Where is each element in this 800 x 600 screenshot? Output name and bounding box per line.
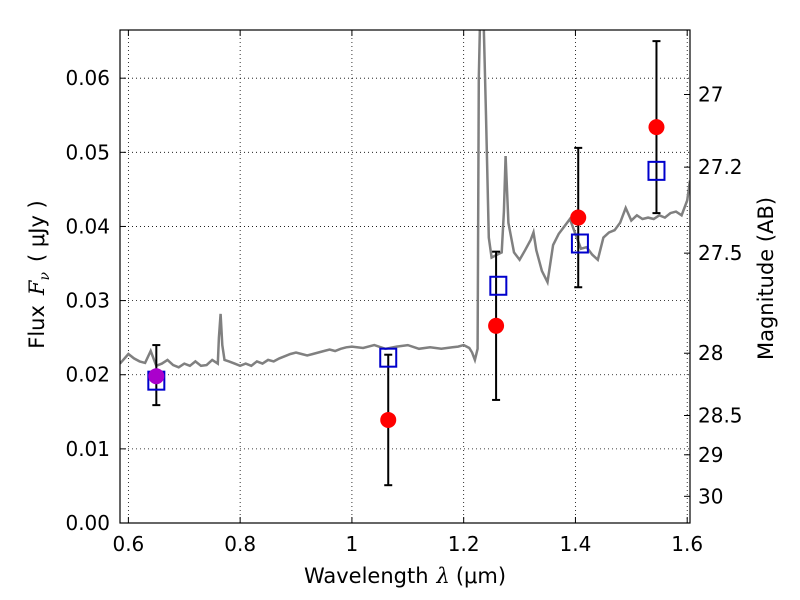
y2-tick-label: 27.5 — [698, 241, 743, 265]
x-axis-label: Wavelength λ (μm) — [304, 564, 506, 588]
y2-tick-label: 27.2 — [698, 155, 743, 179]
y-tick-label: 0.01 — [65, 437, 110, 461]
data-points-layer — [147, 40, 666, 487]
observed-point-circle — [148, 368, 165, 385]
observed-point-circle — [488, 317, 505, 334]
y-tick-label: 0.00 — [65, 511, 110, 535]
x-tick-label: 0.8 — [224, 532, 256, 556]
x-tick-label: 1.6 — [671, 532, 703, 556]
y-tick-label: 0.05 — [65, 140, 110, 164]
y-axis-label-subscript: ν — [37, 272, 53, 281]
observed-point-circle — [380, 411, 397, 428]
y-axis-label-unit: ( μJy ) — [25, 200, 49, 262]
plot-frame — [119, 29, 691, 524]
y2-tick-label: 29 — [698, 443, 723, 467]
y-tick-label: 0.03 — [65, 289, 110, 313]
model-point-square — [570, 233, 589, 254]
axis-ticks: 0.6 0.8 1 1.2 1.4 1.6 0.00 0.01 0.02 0.03 0.04 0.05… — [65, 30, 743, 556]
y-tick-label: 0.06 — [65, 66, 110, 90]
observed-point-circle — [570, 209, 587, 226]
y-axis-label-prefix: Flux — [25, 305, 49, 349]
y2-tick-label: 28.5 — [698, 404, 743, 428]
x-tick-label: 1.2 — [448, 532, 480, 556]
sed-layer — [120, 30, 690, 369]
grid-lines — [120, 30, 690, 523]
y-tick-label: 0.04 — [65, 214, 110, 238]
x-axis-label-prefix: Wavelength — [304, 564, 429, 588]
sed-model-line — [120, 30, 690, 369]
y-tick-label: 0.02 — [65, 363, 110, 387]
y2-tick-label: 28 — [698, 341, 723, 365]
y2-axis-label: Magnitude (AB) — [754, 197, 778, 360]
x-tick-label: 1 — [346, 532, 359, 556]
y2-tick-label: 27 — [698, 82, 723, 106]
observed-point-circle — [648, 119, 665, 136]
x-axis-label-unit: (μm) — [456, 564, 506, 588]
model-point-square — [647, 160, 666, 181]
model-point-square — [489, 275, 508, 296]
x-tick-label: 0.6 — [112, 532, 144, 556]
y-axis-label-symbol: F — [25, 279, 49, 296]
y2-tick-label: 30 — [698, 484, 723, 508]
y-axis-label: Flux Fν ( μJy ) — [25, 200, 53, 348]
model-point-square — [379, 347, 398, 368]
x-tick-label: 1.4 — [560, 532, 592, 556]
x-axis-label-symbol: λ — [436, 564, 450, 588]
